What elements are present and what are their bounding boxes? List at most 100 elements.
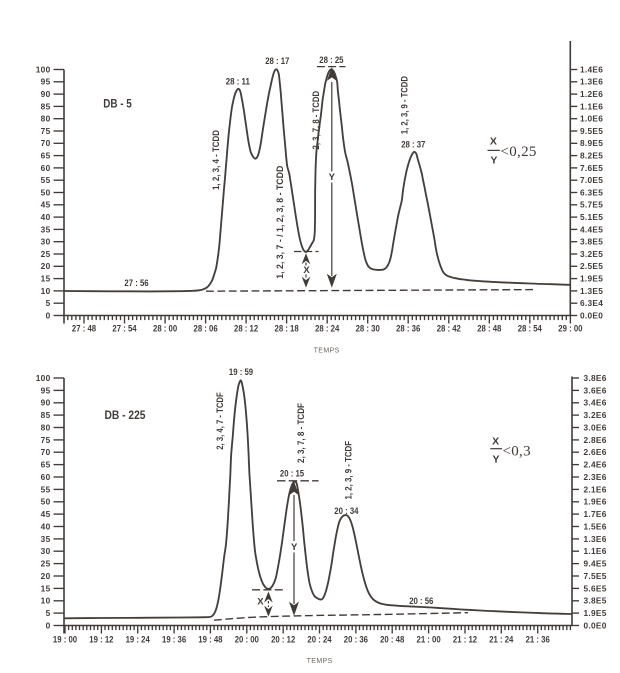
svg-text:X: X xyxy=(492,436,499,448)
svg-text:Y: Y xyxy=(329,172,336,183)
svg-text:5: 5 xyxy=(46,608,51,618)
svg-text:19 : 36: 19 : 36 xyxy=(162,635,186,645)
svg-text:3.2E6: 3.2E6 xyxy=(584,410,607,420)
svg-text:20: 20 xyxy=(41,261,51,271)
svg-text:28 : 24: 28 : 24 xyxy=(315,323,340,333)
svg-text:80: 80 xyxy=(41,114,51,124)
svg-text:1, 2, 3, 4 - TCDD: 1, 2, 3, 4 - TCDD xyxy=(211,130,222,190)
svg-text:19 : 12: 19 : 12 xyxy=(89,635,113,645)
svg-text:8.9E5: 8.9E5 xyxy=(580,138,603,148)
svg-text:28 : 12: 28 : 12 xyxy=(234,323,258,333)
svg-text:9.5E5: 9.5E5 xyxy=(580,126,603,136)
svg-text:27 : 48: 27 : 48 xyxy=(72,323,96,333)
svg-text:6.3E4: 6.3E4 xyxy=(580,298,603,308)
svg-text:1.9E5: 1.9E5 xyxy=(580,274,603,284)
svg-text:1.0E6: 1.0E6 xyxy=(580,114,603,124)
svg-text:80: 80 xyxy=(41,422,51,432)
svg-text:4.4E5: 4.4E5 xyxy=(580,224,603,234)
svg-text:0: 0 xyxy=(46,310,51,320)
svg-text:5: 5 xyxy=(46,298,51,308)
svg-text:21 : 12: 21 : 12 xyxy=(453,635,477,645)
svg-text:35: 35 xyxy=(41,534,51,544)
svg-text:100: 100 xyxy=(36,373,51,383)
svg-text:30: 30 xyxy=(41,237,51,247)
svg-text:1.5E6: 1.5E6 xyxy=(584,521,607,531)
svg-text:5.1E5: 5.1E5 xyxy=(580,212,603,222)
svg-text:2.5E5: 2.5E5 xyxy=(580,261,603,271)
svg-text:10: 10 xyxy=(41,286,51,296)
svg-text:7.6E5: 7.6E5 xyxy=(580,163,603,173)
svg-text:20 : 36: 20 : 36 xyxy=(344,635,368,645)
svg-text:3.6E6: 3.6E6 xyxy=(584,385,607,395)
svg-text:10: 10 xyxy=(41,596,51,606)
svg-text:19 : 00: 19 : 00 xyxy=(53,635,77,645)
svg-text:DB - 225: DB - 225 xyxy=(105,410,147,422)
svg-text:2.6E6: 2.6E6 xyxy=(584,447,607,457)
svg-text:1.3E5: 1.3E5 xyxy=(580,286,603,296)
svg-text:28 : 06: 28 : 06 xyxy=(194,323,218,333)
svg-text:19 : 48: 19 : 48 xyxy=(198,635,222,645)
svg-text:2, 3, 7, 8 - TCDD: 2, 3, 7, 8 - TCDD xyxy=(311,91,322,150)
svg-text:9.4E5: 9.4E5 xyxy=(584,559,607,569)
svg-text:2, 3, 7, 8 - TCDF: 2, 3, 7, 8 - TCDF xyxy=(296,403,307,463)
svg-text:2.3E6: 2.3E6 xyxy=(584,472,607,482)
svg-text:<0,25: <0,25 xyxy=(501,144,537,160)
svg-text:65: 65 xyxy=(41,460,51,470)
svg-text:1.9E5: 1.9E5 xyxy=(584,608,607,618)
svg-text:19 : 59: 19 : 59 xyxy=(229,367,253,377)
svg-text:Y: Y xyxy=(291,542,298,553)
svg-text:DB - 5: DB - 5 xyxy=(103,99,132,111)
svg-text:28 : 17: 28 : 17 xyxy=(265,56,289,66)
svg-text:28 : 42: 28 : 42 xyxy=(437,323,461,333)
svg-text:2, 3, 4, 7 - TCDF: 2, 3, 4, 7 - TCDF xyxy=(215,392,226,450)
svg-text:X: X xyxy=(257,597,264,608)
svg-text:<0,3: <0,3 xyxy=(503,443,531,459)
svg-text:75: 75 xyxy=(41,435,51,445)
svg-text:7.5E5: 7.5E5 xyxy=(584,571,607,581)
svg-text:1, 2, 3, 9 - TCDD: 1, 2, 3, 9 - TCDD xyxy=(400,76,411,134)
svg-text:15: 15 xyxy=(41,583,51,593)
svg-text:20 : 56: 20 : 56 xyxy=(409,596,433,606)
svg-text:X: X xyxy=(490,135,497,147)
svg-text:3.4E6: 3.4E6 xyxy=(584,398,607,408)
svg-text:35: 35 xyxy=(41,224,51,234)
svg-text:95: 95 xyxy=(41,77,51,87)
svg-text:0: 0 xyxy=(46,620,51,630)
svg-text:TEMPS: TEMPS xyxy=(307,658,333,665)
svg-text:3.8E5: 3.8E5 xyxy=(580,237,603,247)
svg-text:28 : 25: 28 : 25 xyxy=(319,55,343,65)
svg-text:30: 30 xyxy=(41,546,51,556)
svg-text:19 : 24: 19 : 24 xyxy=(126,635,151,645)
svg-text:3.0E6: 3.0E6 xyxy=(584,422,607,432)
svg-text:85: 85 xyxy=(41,410,51,420)
svg-text:1.2E6: 1.2E6 xyxy=(580,89,603,99)
svg-text:28 : 18: 28 : 18 xyxy=(275,323,299,333)
svg-text:55: 55 xyxy=(41,175,51,185)
svg-text:95: 95 xyxy=(41,385,51,395)
svg-text:40: 40 xyxy=(41,521,51,531)
svg-text:70: 70 xyxy=(41,447,51,457)
svg-text:TEMPS: TEMPS xyxy=(314,347,340,354)
svg-text:15: 15 xyxy=(41,274,51,284)
svg-text:2.8E6: 2.8E6 xyxy=(584,435,607,445)
svg-text:85: 85 xyxy=(41,101,51,111)
svg-text:20 : 15: 20 : 15 xyxy=(280,469,304,479)
svg-text:1.3E6: 1.3E6 xyxy=(584,534,607,544)
svg-text:X: X xyxy=(303,265,310,276)
svg-text:28 : 54: 28 : 54 xyxy=(518,323,543,333)
svg-text:21 : 36: 21 : 36 xyxy=(526,635,550,645)
svg-text:8.2E5: 8.2E5 xyxy=(580,151,603,161)
svg-text:Y: Y xyxy=(490,155,497,167)
svg-text:20 : 12: 20 : 12 xyxy=(271,635,295,645)
svg-text:1.9E6: 1.9E6 xyxy=(584,497,607,507)
svg-text:50: 50 xyxy=(41,187,51,197)
svg-text:28 : 00: 28 : 00 xyxy=(153,323,177,333)
svg-text:75: 75 xyxy=(41,126,51,136)
svg-text:100: 100 xyxy=(36,64,51,74)
svg-text:1.1E6: 1.1E6 xyxy=(580,101,603,111)
svg-text:0.0E0: 0.0E0 xyxy=(584,620,607,630)
svg-text:29 : 00: 29 : 00 xyxy=(558,323,582,333)
svg-text:28 : 11: 28 : 11 xyxy=(226,77,250,87)
svg-text:28 : 30: 28 : 30 xyxy=(356,323,380,333)
svg-text:5.6E5: 5.6E5 xyxy=(584,583,607,593)
